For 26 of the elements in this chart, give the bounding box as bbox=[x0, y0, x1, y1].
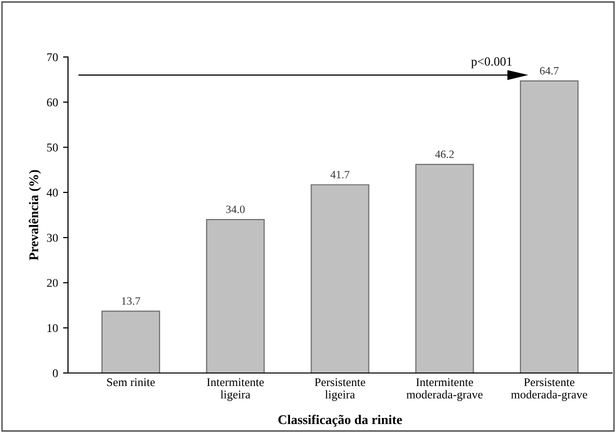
bar bbox=[101, 310, 160, 373]
bar bbox=[415, 164, 474, 373]
bar bbox=[520, 80, 579, 373]
y-tick-label: 10 bbox=[48, 324, 58, 332]
data-label: 64.7 bbox=[540, 67, 559, 75]
bar bbox=[206, 218, 265, 373]
y-tick-label: 0 bbox=[52, 369, 58, 378]
x-tick-label: Intermitente moderada-grave bbox=[406, 378, 483, 401]
x-axis-title: Classificação da rinite bbox=[278, 414, 402, 427]
data-label: 13.7 bbox=[122, 297, 140, 305]
x-tick-label: Intermitente ligeira bbox=[206, 378, 264, 401]
x-tick-label: Sem rinite bbox=[107, 378, 155, 386]
data-label: 41.7 bbox=[330, 170, 350, 178]
data-label: 46.2 bbox=[435, 150, 454, 158]
bar bbox=[310, 184, 370, 373]
y-tick-label: 20 bbox=[46, 278, 58, 287]
y-tick-label: 70 bbox=[47, 53, 58, 62]
y-tick-label: 30 bbox=[47, 234, 58, 242]
x-tick-label: Persistente ligeira bbox=[314, 378, 366, 401]
annotation: p<0.001 bbox=[471, 57, 512, 68]
y-tick-label: 60 bbox=[46, 98, 58, 106]
data-label: 34.0 bbox=[226, 206, 245, 214]
y-tick-label: 50 bbox=[47, 144, 58, 152]
y-axis-title: Prevalência (%) bbox=[28, 170, 41, 260]
y-tick-label: 40 bbox=[46, 188, 58, 197]
x-tick-label: Persistente moderada-grave bbox=[511, 378, 588, 401]
